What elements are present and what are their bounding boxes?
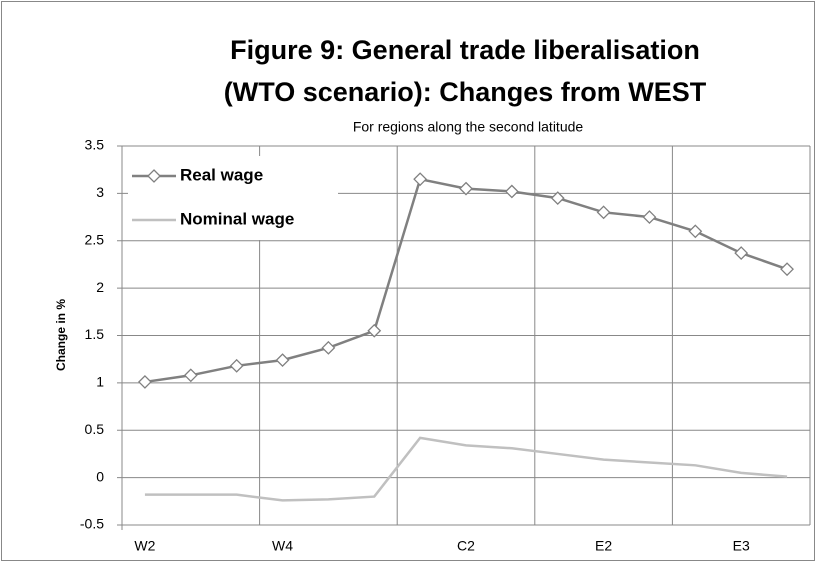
- data-point: [321, 340, 336, 355]
- data-point: [550, 191, 565, 206]
- x-tick-label: W4: [272, 538, 293, 554]
- x-tick-label: E3: [733, 538, 750, 554]
- data-point: [734, 246, 749, 260]
- y-tick-label: 0: [96, 468, 104, 484]
- y-tick-label: 2: [96, 279, 104, 295]
- y-tick-label: 0.5: [85, 421, 105, 437]
- y-tick-label: 1: [96, 374, 104, 390]
- x-tick-label: C2: [457, 538, 475, 554]
- y-tick-label: 2.5: [85, 231, 105, 247]
- y-tick-label: 3: [96, 184, 104, 200]
- x-tick-label: E2: [595, 538, 612, 554]
- data-point: [275, 353, 290, 368]
- data-point: [183, 368, 198, 383]
- data-point: [642, 210, 657, 224]
- data-point: [138, 375, 152, 389]
- legend-box: [128, 156, 338, 240]
- data-point: [688, 224, 703, 239]
- y-tick-label: 1.5: [85, 326, 105, 342]
- y-tick-label: 3.5: [85, 137, 105, 153]
- y-tick-label: -0.5: [80, 516, 104, 532]
- data-point: [504, 184, 519, 199]
- data-point: [780, 262, 794, 277]
- chart-title: (WTO scenario): Changes from WEST: [224, 77, 707, 107]
- data-point: [229, 358, 244, 373]
- data-point: [367, 323, 382, 338]
- data-point: [596, 205, 611, 220]
- legend-marker: [147, 169, 161, 183]
- y-axis-label: Change in %: [54, 299, 68, 371]
- chart-subtitle: For regions along the second latitude: [353, 119, 584, 135]
- series-line: [144, 436, 788, 502]
- data-point: [459, 181, 473, 196]
- legend-label: Nominal wage: [180, 209, 294, 228]
- x-tick-label: W2: [134, 538, 155, 554]
- data-point: [413, 172, 428, 187]
- chart-title: Figure 9: General trade liberalisation: [230, 35, 700, 65]
- legend-label: Real wage: [180, 165, 263, 184]
